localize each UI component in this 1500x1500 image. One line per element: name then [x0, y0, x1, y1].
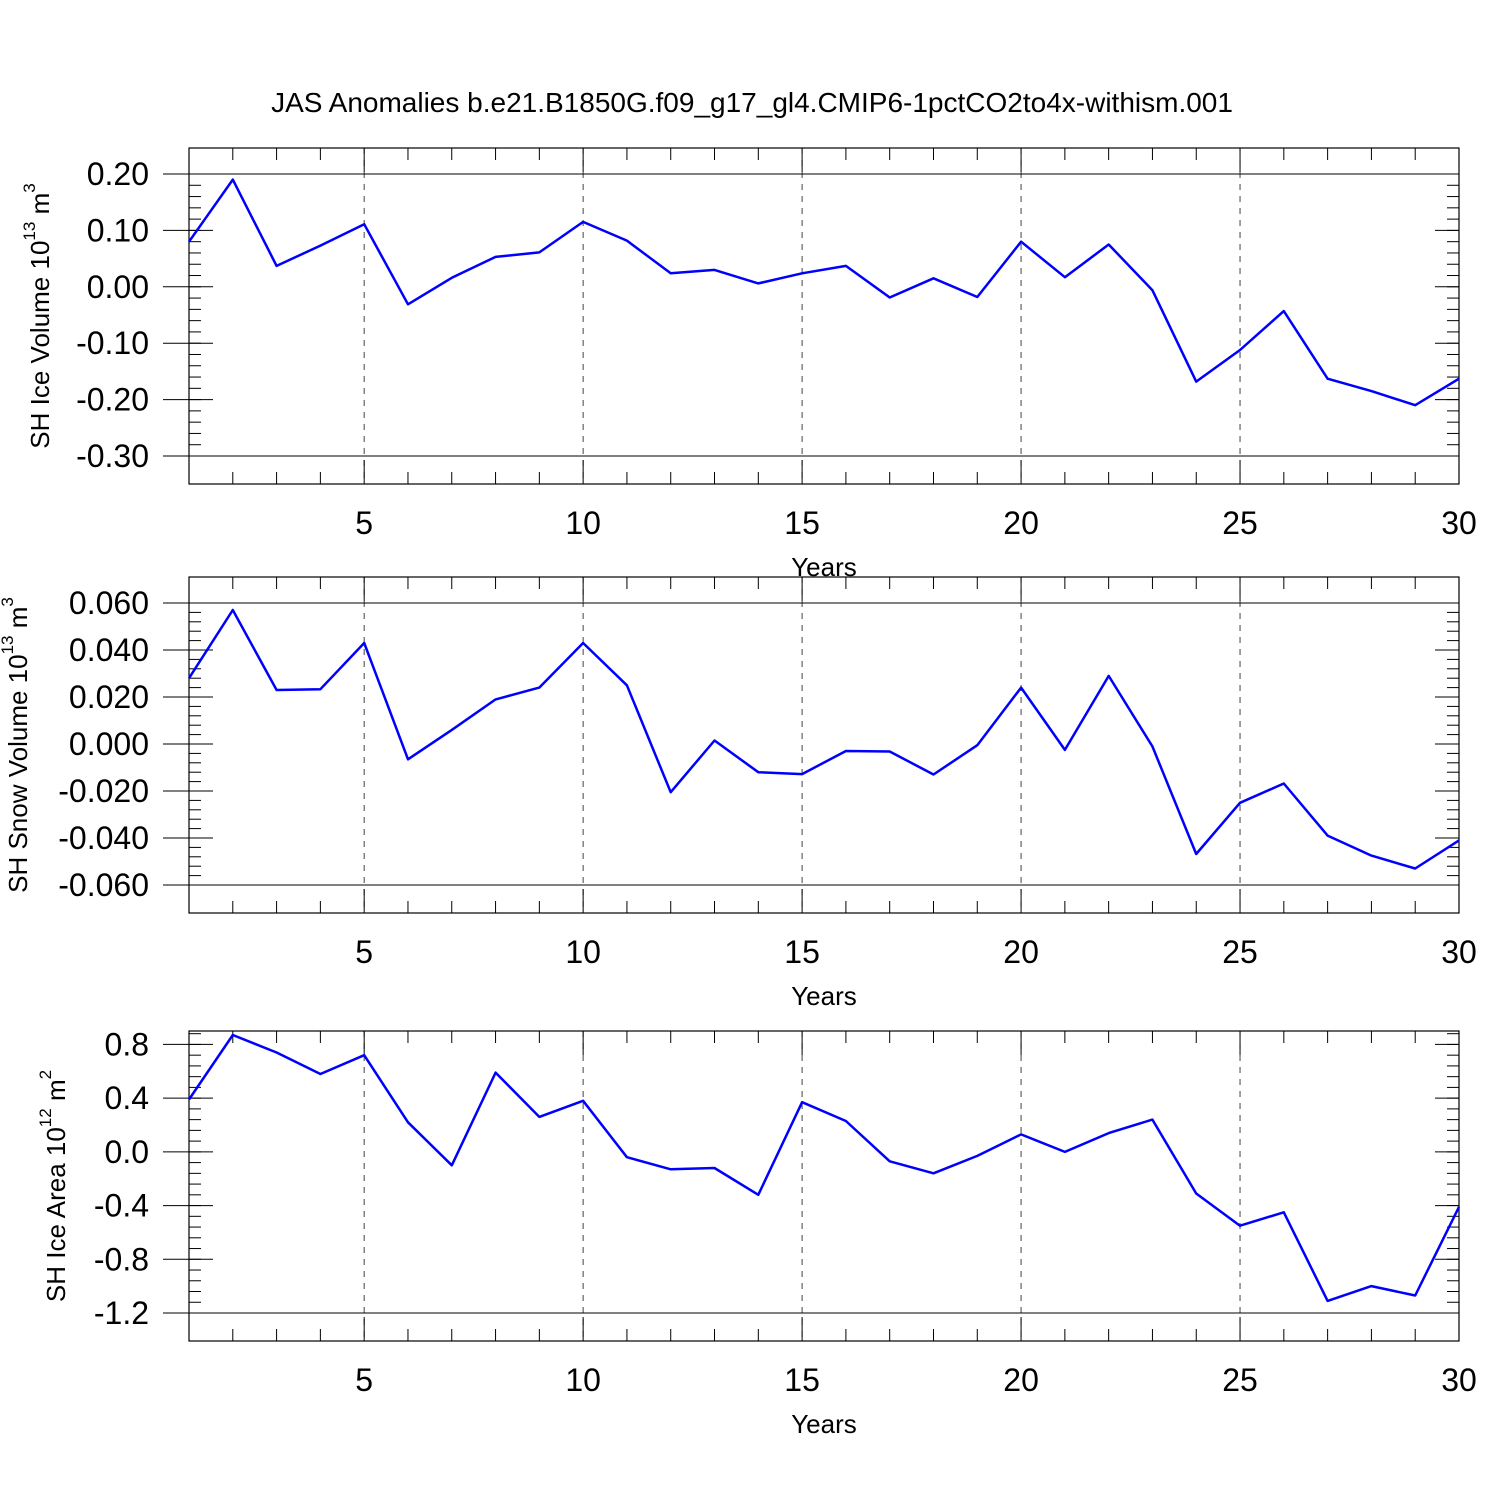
x-tick-label: 5	[355, 505, 373, 541]
x-tick-labels: 5 10 15 20 25 30	[355, 505, 1477, 541]
y-tick-label: 0.060	[69, 585, 149, 621]
y-tick-label: 0.0	[105, 1134, 149, 1170]
y-tick-label: 0.00	[87, 269, 149, 305]
y-tick-label: 0.000	[69, 726, 149, 762]
y-tick-label: -1.2	[94, 1295, 149, 1331]
x-axis-title: Years	[791, 981, 857, 1011]
x-tick-label: 30	[1441, 1362, 1477, 1398]
y-tick-label: 0.020	[69, 679, 149, 715]
x-tick-label: 5	[355, 934, 373, 970]
x-tick-label: 15	[784, 934, 820, 970]
x-tick-label: 20	[1003, 934, 1039, 970]
tick-marks	[163, 1030, 1460, 1341]
y-tick-label: -0.30	[76, 438, 149, 474]
x-tick-label: 25	[1222, 505, 1258, 541]
y-tick-label: -0.10	[76, 325, 149, 361]
x-tick-labels: 5 10 15 20 25 30	[355, 1362, 1477, 1398]
plot-frame	[188, 147, 1460, 485]
plot-frame	[188, 576, 1460, 914]
x-tick-label: 15	[784, 505, 820, 541]
series-line-snow-volume	[187, 608, 1460, 870]
grid-lines	[363, 1031, 1241, 1341]
y-tick-label: 0.8	[105, 1026, 149, 1062]
grid-lines	[363, 577, 1241, 913]
y-tick-labels: 0.20 0.10 0.00 -0.10 -0.20 -0.30	[76, 156, 149, 474]
y-tick-label: 0.040	[69, 632, 149, 668]
x-tick-label: 20	[1003, 505, 1039, 541]
y-tick-label: -0.20	[76, 382, 149, 418]
x-tick-label: 25	[1222, 934, 1258, 970]
panel-snow-volume: 0.060 0.040 0.020 0.000 -0.020 -0.040 -0.060 5…	[0, 576, 1477, 1011]
y-tick-label: 0.10	[87, 212, 149, 248]
panel-ice-area: 0.80.40.0-0.4-0.8-1.2 5 10 15 20 25 30 Years …	[36, 1026, 1476, 1439]
grid-lines	[363, 148, 1241, 484]
x-tick-label: 5	[355, 1362, 373, 1398]
y-axis-title: SH Snow Volume 1013 m3	[0, 597, 33, 893]
y-axis-title: SH Ice Volume 1013 m3	[20, 183, 54, 448]
y-tick-label: -0.040	[58, 820, 149, 856]
y-tick-label: -0.020	[58, 773, 149, 809]
y-tick-label: -0.8	[94, 1241, 149, 1277]
x-axis-title: Years	[791, 1409, 857, 1439]
tick-marks	[163, 148, 1460, 484]
x-tick-label: 10	[565, 505, 601, 541]
x-tick-label: 30	[1441, 505, 1477, 541]
x-tick-label: 20	[1003, 1362, 1039, 1398]
panel-ice-volume: 0.200.100.00-0.10-0.20-0.30 5 10 15 20 25 30 …	[20, 147, 1477, 582]
y-tick-labels: 0.8 0.4 0.0 -0.4 -0.8 -1.2	[94, 1026, 149, 1331]
y-tick-label: -0.4	[94, 1188, 149, 1224]
x-tick-label: 25	[1222, 1362, 1258, 1398]
y-axis-title: SH Ice Area 1012 m2	[36, 1070, 70, 1302]
plot-frame	[188, 1030, 1460, 1342]
tick-marks	[163, 577, 1460, 913]
series-line-ice-volume	[187, 178, 1460, 407]
x-tick-label: 10	[565, 934, 601, 970]
x-tick-labels: 5 10 15 20 25 30	[355, 934, 1477, 970]
x-tick-label: 10	[565, 1362, 601, 1398]
x-tick-label: 15	[784, 1362, 820, 1398]
x-tick-label: 30	[1441, 934, 1477, 970]
y-tick-label: 0.20	[87, 156, 149, 192]
y-tick-label: 0.4	[105, 1080, 149, 1116]
series-line-ice-area	[187, 1033, 1461, 1303]
y-tick-label: -0.060	[58, 867, 149, 903]
chart-title: JAS Anomalies b.e21.B1850G.f09_g17_gl4.C…	[271, 87, 1233, 118]
y-tick-labels: 0.060 0.040 0.020 0.000 -0.020 -0.040 -0.060	[58, 585, 149, 903]
